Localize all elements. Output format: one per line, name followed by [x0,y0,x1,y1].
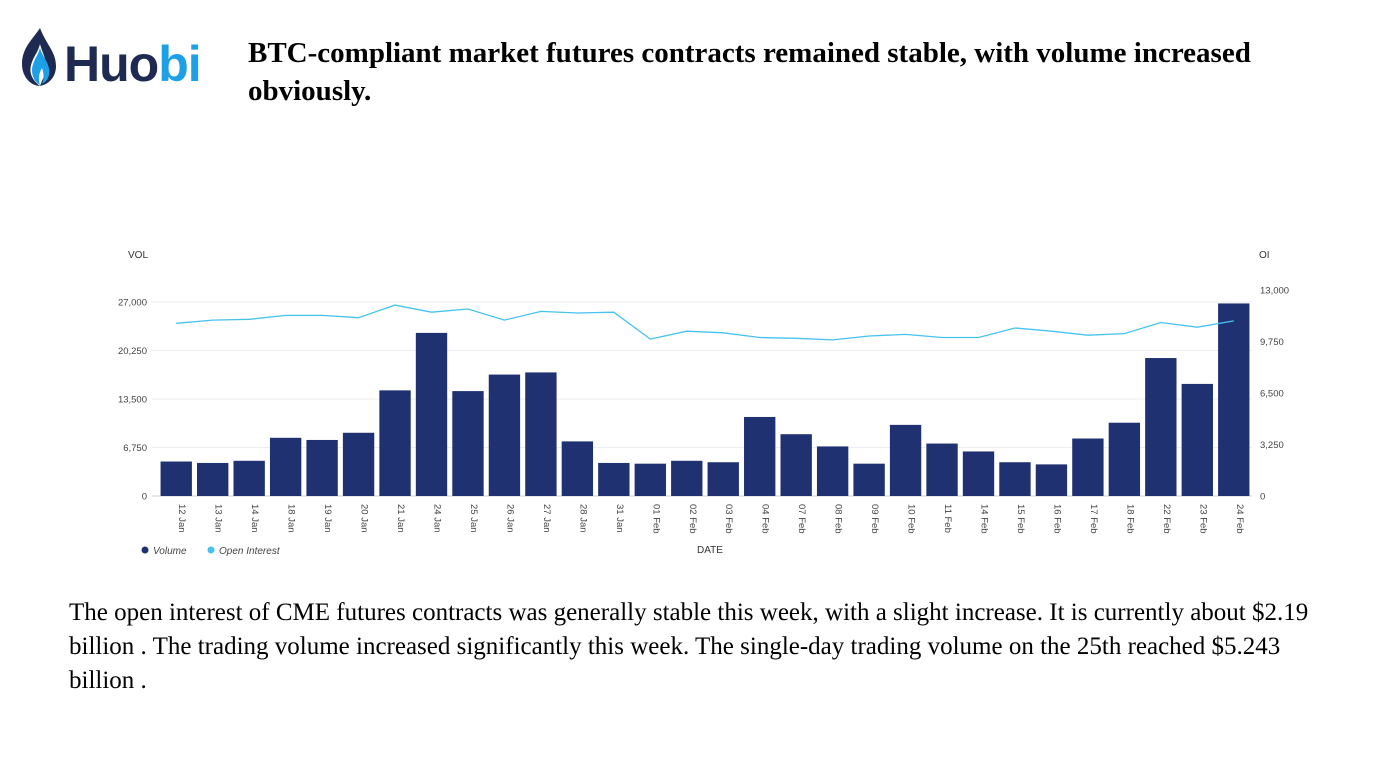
x-tick-label: 26 Jan [504,504,515,533]
volume-bar [1181,383,1213,496]
huobi-logo: Huobi [18,26,218,90]
combo-chart: 0 6,750 13,500 20,250 27,000 0 3,250 6,500 9,750… [118,250,1289,557]
x-tick-label: 23 Feb [1197,504,1208,534]
y-left-tick-label: 27,000 [118,298,147,309]
svg-text:Huobi: Huobi [64,36,201,90]
x-tick-label: 18 Feb [1124,504,1135,534]
volume-bar [452,391,484,496]
x-tick-label: 20 Jan [359,504,370,533]
x-tick-label: 31 Jan [614,504,625,533]
x-tick-label: 14 Jan [249,504,260,533]
x-tick-label: 24 Feb [1234,504,1245,534]
x-tick-label: 08 Feb [833,504,844,534]
logo-text-accent: bi [158,36,200,90]
y-right-tick-label: 6,500 [1260,389,1284,400]
volume-bar [816,446,849,496]
volume-bar [561,441,594,496]
description-paragraph: The open interest of CME futures contrac… [69,599,1309,694]
volume-bar [999,462,1031,496]
x-tick-label: 12 Jan [176,504,187,533]
x-axis-title: DATE [697,545,723,556]
volume-bar [269,437,302,496]
x-tick-label: 24 Jan [432,504,443,533]
x-tick-label: 14 Feb [979,504,990,534]
legend-volume-marker [141,546,149,554]
volume-bar [197,462,229,496]
x-tick-label: 01 Feb [650,504,661,534]
y-left-tick-label: 20,250 [118,346,147,357]
x-tick-label: 28 Jan [577,504,588,533]
x-tick-label: 22 Feb [1161,504,1172,534]
volume-bar [525,372,557,496]
volume-bar [1072,438,1104,496]
volume-bar [160,461,192,496]
volume-bar [853,463,885,496]
x-tick-label: 15 Feb [1015,504,1026,534]
y-left-tick-label: 13,500 [118,395,147,406]
volume-bar [415,332,448,496]
y-right-tick-label: 3,250 [1260,440,1284,451]
volume-bar [962,451,995,496]
page-title: BTC-compliant market futures contracts r… [248,37,1251,107]
x-tick-label: 03 Feb [723,504,734,534]
x-tick-label: 04 Feb [760,504,771,534]
legend-volume-label: Volume [153,546,187,557]
y-left-axis-title: VOL [128,250,148,261]
y-right-tick-label: 0 [1260,492,1265,503]
x-tick-label: 27 Jan [541,504,552,533]
x-tick-label: 18 Jan [286,504,297,533]
x-tick-label: 09 Feb [869,504,880,534]
x-tick-label: 17 Feb [1088,504,1099,534]
x-tick-label: 25 Jan [468,504,479,533]
volume-bar [598,462,630,496]
x-tick-label: 16 Feb [1051,504,1062,534]
volume-bar [780,434,812,496]
volume-bar [1145,358,1177,496]
open-interest-series-line [176,304,1234,341]
volume-bar [488,374,521,496]
x-tick-label: 10 Feb [906,504,917,534]
volume-bar [1108,422,1141,496]
y-left-tick-label: 0 [142,492,147,503]
legend-oi-marker [207,546,215,554]
x-tick-label: 19 Jan [322,504,333,533]
open-interest-line [176,304,1234,341]
volume-bar [1035,464,1068,496]
x-tick-label: 11 Feb [942,504,953,533]
y-left-tick-label: 6,750 [123,443,147,454]
x-tick-label: 13 Jan [213,504,224,533]
volume-bar [634,463,666,496]
volume-bar [233,460,265,496]
volume-bar [707,462,739,496]
y-right-tick-label: 9,750 [1260,337,1284,348]
volume-bar [926,443,958,496]
volume-bar [1218,303,1250,496]
axes: 0 6,750 13,500 20,250 27,000 0 3,250 6,500 9,750… [118,250,1289,556]
volume-bar [889,424,922,496]
logo-text-dark: Huo [64,36,158,90]
volume-bar [306,439,338,496]
volume-bar [342,432,375,496]
volume-bar [744,416,776,496]
x-tick-label: 21 Jan [395,504,406,533]
legend-oi-label: Open Interest [219,546,281,557]
volume-bar [671,460,703,496]
y-right-axis-title: OI [1259,250,1270,261]
x-tick-label: 02 Feb [687,504,698,534]
volume-bar [379,390,411,496]
x-tick-label: 07 Feb [796,504,807,534]
chart-legend: Volume Open Interest [141,546,281,557]
y-right-tick-label: 13,000 [1260,286,1289,297]
huobi-flame-icon [22,28,56,86]
volume-bars [160,303,1250,496]
